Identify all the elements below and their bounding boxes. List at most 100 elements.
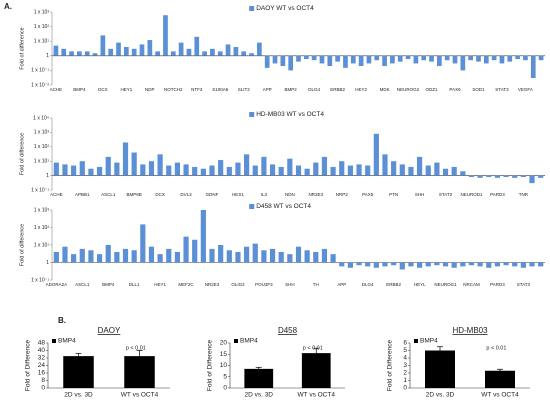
bar — [460, 55, 466, 71]
bar — [515, 55, 520, 60]
bar — [529, 175, 535, 184]
x-tick-label: POU3F3 — [255, 282, 273, 287]
bar — [434, 262, 440, 266]
x-tick-label: PAX6 — [449, 87, 461, 92]
bar — [335, 55, 340, 62]
bar — [429, 55, 434, 62]
bar — [425, 165, 431, 176]
bar — [261, 250, 267, 263]
bar — [218, 160, 224, 176]
bar — [405, 55, 411, 60]
x-tick-label: STAT2 — [439, 192, 453, 197]
bar — [399, 262, 405, 270]
bar — [200, 168, 206, 176]
bar — [53, 162, 59, 176]
bar — [218, 245, 224, 263]
x-tick-label: NR2E3 — [205, 282, 220, 287]
bar — [217, 51, 223, 56]
y-tick-label: 32 — [38, 355, 46, 362]
x-tick-label: SOD1 — [472, 87, 485, 92]
bar — [451, 166, 457, 176]
bar — [71, 165, 77, 176]
chart-title: DAOY — [98, 326, 121, 335]
bar — [88, 168, 94, 176]
x-tick-label: NTF3 — [191, 87, 203, 92]
y-tick-label: 8 — [41, 377, 45, 384]
bar — [157, 154, 163, 176]
bar — [476, 55, 481, 62]
bar — [416, 262, 423, 268]
bar — [209, 248, 215, 263]
bar — [264, 55, 270, 68]
x-tick-label: 2D vs. 3D — [244, 392, 273, 399]
bar — [278, 166, 284, 176]
x-tick-label: DLG4 — [308, 87, 320, 92]
bar — [365, 165, 371, 176]
bar — [192, 166, 198, 176]
bar — [287, 254, 293, 263]
x-tick-label: ODZ1 — [426, 87, 438, 92]
x-tick-label: ASCL1 — [75, 282, 90, 287]
y-tick-label: 4 — [403, 355, 407, 362]
bar — [131, 48, 137, 56]
bar — [155, 51, 160, 56]
bar — [244, 246, 250, 263]
legend-swatch — [249, 112, 255, 117]
bar — [374, 55, 380, 61]
y-tick-label: 10 — [220, 362, 228, 369]
bar — [79, 248, 85, 263]
y-tick-label: 2 — [403, 370, 407, 377]
bar — [88, 250, 94, 263]
bar — [421, 55, 427, 61]
y-tick-label: 16 — [38, 370, 46, 377]
bar — [114, 251, 120, 263]
y-tick-label: 20 — [220, 340, 228, 347]
bar — [520, 175, 526, 177]
bar — [100, 35, 106, 56]
bar — [311, 55, 317, 61]
bar — [494, 175, 501, 178]
bar — [209, 165, 215, 176]
bar — [244, 368, 274, 388]
bar — [186, 48, 192, 56]
bar — [468, 55, 474, 61]
x-tick-label: HES1 — [232, 192, 244, 197]
legend-swatch — [414, 339, 418, 343]
bar — [96, 166, 103, 176]
legend-label: BMP4 — [420, 338, 438, 345]
bar — [241, 51, 247, 56]
bar — [343, 55, 348, 68]
bar — [529, 262, 535, 267]
bar — [460, 171, 466, 176]
legend-label: DAOY WT vs OCT4 — [256, 5, 314, 12]
x-tick-label: DVL3 — [180, 192, 192, 197]
x-tick-label: NEUROD1 — [460, 192, 483, 197]
bar — [170, 51, 176, 56]
bar — [77, 51, 82, 56]
bar — [391, 161, 397, 176]
y-tick-label: 1 x 10⁻¹ — [31, 68, 49, 74]
bar — [140, 224, 146, 263]
bar — [382, 154, 388, 176]
x-tick-label: HEY1 — [120, 87, 132, 92]
bar — [390, 55, 395, 64]
y-tick-label: 3 — [403, 362, 407, 369]
bar — [485, 370, 515, 388]
y-axis-label: Fold of difference — [19, 27, 25, 69]
x-tick-label: NOTCH2 — [164, 87, 183, 92]
bar — [365, 262, 371, 267]
bar — [319, 55, 325, 64]
x-tick-label: TNR — [519, 192, 529, 197]
bar — [210, 48, 215, 56]
bar — [257, 42, 262, 56]
bar — [194, 36, 200, 56]
x-tick-label: APP — [263, 87, 272, 92]
bar — [108, 48, 114, 56]
bar — [174, 251, 181, 263]
bar — [339, 262, 345, 267]
x-tick-label: NRP2 — [336, 192, 349, 197]
bar — [114, 162, 120, 176]
bar — [140, 164, 146, 176]
x-tick-label: PARD3 — [490, 192, 505, 197]
